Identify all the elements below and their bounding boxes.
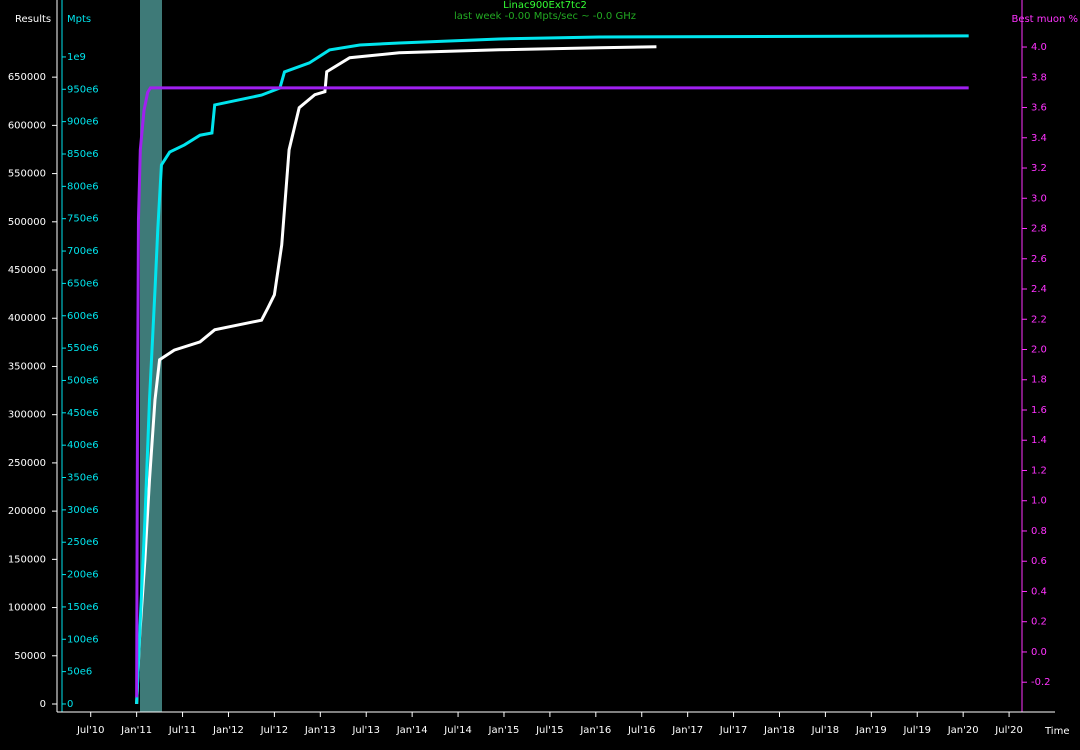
y-tick-label: 550000 [8,169,46,180]
y2-tick-label: 1e9 [67,52,86,63]
y3-tick-label: 1.4 [1031,435,1047,446]
y2-tick-label: 800e6 [67,181,99,192]
y2-tick-label: 150e6 [67,602,99,613]
x-tick-label: Jan'20 [947,725,979,736]
y-tick-label: 600000 [8,120,46,131]
y-tick-label: 250000 [8,458,46,469]
series-line [135,34,969,705]
x-tick-label: Jul'19 [902,725,931,736]
y2-tick-label: 750e6 [67,214,99,225]
series-line [135,86,969,698]
y-tick-label: 150000 [8,554,46,565]
y2-tick-label: 900e6 [67,117,99,128]
y2-tick-label: 450e6 [67,408,99,419]
y-tick-label: 450000 [8,265,46,276]
y3-tick-label: 1.6 [1031,405,1047,416]
y2-tick-label: 850e6 [67,149,99,160]
y3-tick-label: -0.2 [1031,677,1051,688]
y3-tick-label: 1.8 [1031,375,1047,386]
y3-tick-label: 0.6 [1031,556,1047,567]
y2-tick-label: 250e6 [67,537,99,548]
y2-tick-label: 400e6 [67,440,99,451]
x-tick-label: Jul'10 [76,725,105,736]
y-tick-label: 350000 [8,361,46,372]
y3-tick-label: 0.8 [1031,526,1047,537]
y2-tick-label: 0 [67,699,73,710]
x-tick-label: Jan'15 [488,725,520,736]
y3-axis-label: Best muon % [1011,14,1078,25]
y2-tick-label: 200e6 [67,570,99,581]
y-tick-label: 0 [40,699,46,710]
x-tick-label: Jul'17 [719,725,748,736]
y2-tick-label: 700e6 [67,246,99,257]
y3-tick-label: 2.8 [1031,224,1047,235]
x-tick-label: Jan'13 [304,725,336,736]
y3-tick-label: 3.6 [1031,103,1047,114]
y3-tick-label: 3.8 [1031,72,1047,83]
y-tick-label: 300000 [8,410,46,421]
x-tick-label: Jan'18 [763,725,795,736]
y3-tick-label: 0.0 [1031,647,1047,658]
y3-tick-label: 0.2 [1031,617,1047,628]
y3-tick-label: 3.0 [1031,193,1047,204]
y3-tick-label: 2.2 [1031,314,1047,325]
y3-tick-label: 3.2 [1031,163,1047,174]
y-tick-label: 400000 [8,313,46,324]
y2-tick-label: 650e6 [67,278,99,289]
y2-tick-label: 100e6 [67,634,99,645]
y-tick-label: 50000 [14,651,46,662]
x-axis-label: Time [1044,726,1069,737]
y2-tick-label: 350e6 [67,473,99,484]
x-tick-label: Jul'20 [994,725,1023,736]
x-tick-label: Jan'11 [120,725,152,736]
y3-tick-label: 2.6 [1031,254,1047,265]
y-tick-label: 200000 [8,506,46,517]
y-tick-label: 500000 [8,217,46,228]
x-tick-label: Jan'17 [671,725,703,736]
x-tick-label: Jul'15 [535,725,564,736]
y3-tick-label: 0.4 [1031,586,1047,597]
y-tick-label: 650000 [8,72,46,83]
y2-tick-label: 300e6 [67,505,99,516]
chart-title: Linac900Ext7tc2 [503,0,587,11]
x-tick-label: Jan'16 [579,725,611,736]
x-tick-label: Jul'18 [811,725,840,736]
y3-tick-label: 1.0 [1031,496,1047,507]
y2-tick-label: 500e6 [67,375,99,386]
x-tick-label: Jan'14 [396,725,428,736]
y3-tick-label: 3.4 [1031,133,1047,144]
y-axis-label: Results [15,14,51,25]
y2-tick-label: 50e6 [67,667,92,678]
x-tick-label: Jul'16 [627,725,656,736]
x-tick-label: Jul'12 [260,725,289,736]
chart-subtitle: last week -0.00 Mpts/sec ~ -0.0 GHz [454,11,636,22]
y3-tick-label: 4.0 [1031,42,1047,53]
y3-tick-label: 1.2 [1031,465,1047,476]
y3-tick-label: 2.0 [1031,344,1047,355]
x-tick-label: Jan'19 [855,725,887,736]
x-tick-label: Jan'12 [212,725,244,736]
y-tick-label: 100000 [8,603,46,614]
series-line [135,45,657,705]
x-tick-label: Jul'13 [351,725,380,736]
y2-tick-label: 550e6 [67,343,99,354]
x-tick-label: Jul'14 [443,725,472,736]
x-tick-label: Jul'11 [168,725,197,736]
y2-axis-label: Mpts [67,14,91,25]
y2-tick-label: 600e6 [67,311,99,322]
y2-tick-label: 950e6 [67,84,99,95]
y3-tick-label: 2.4 [1031,284,1047,295]
